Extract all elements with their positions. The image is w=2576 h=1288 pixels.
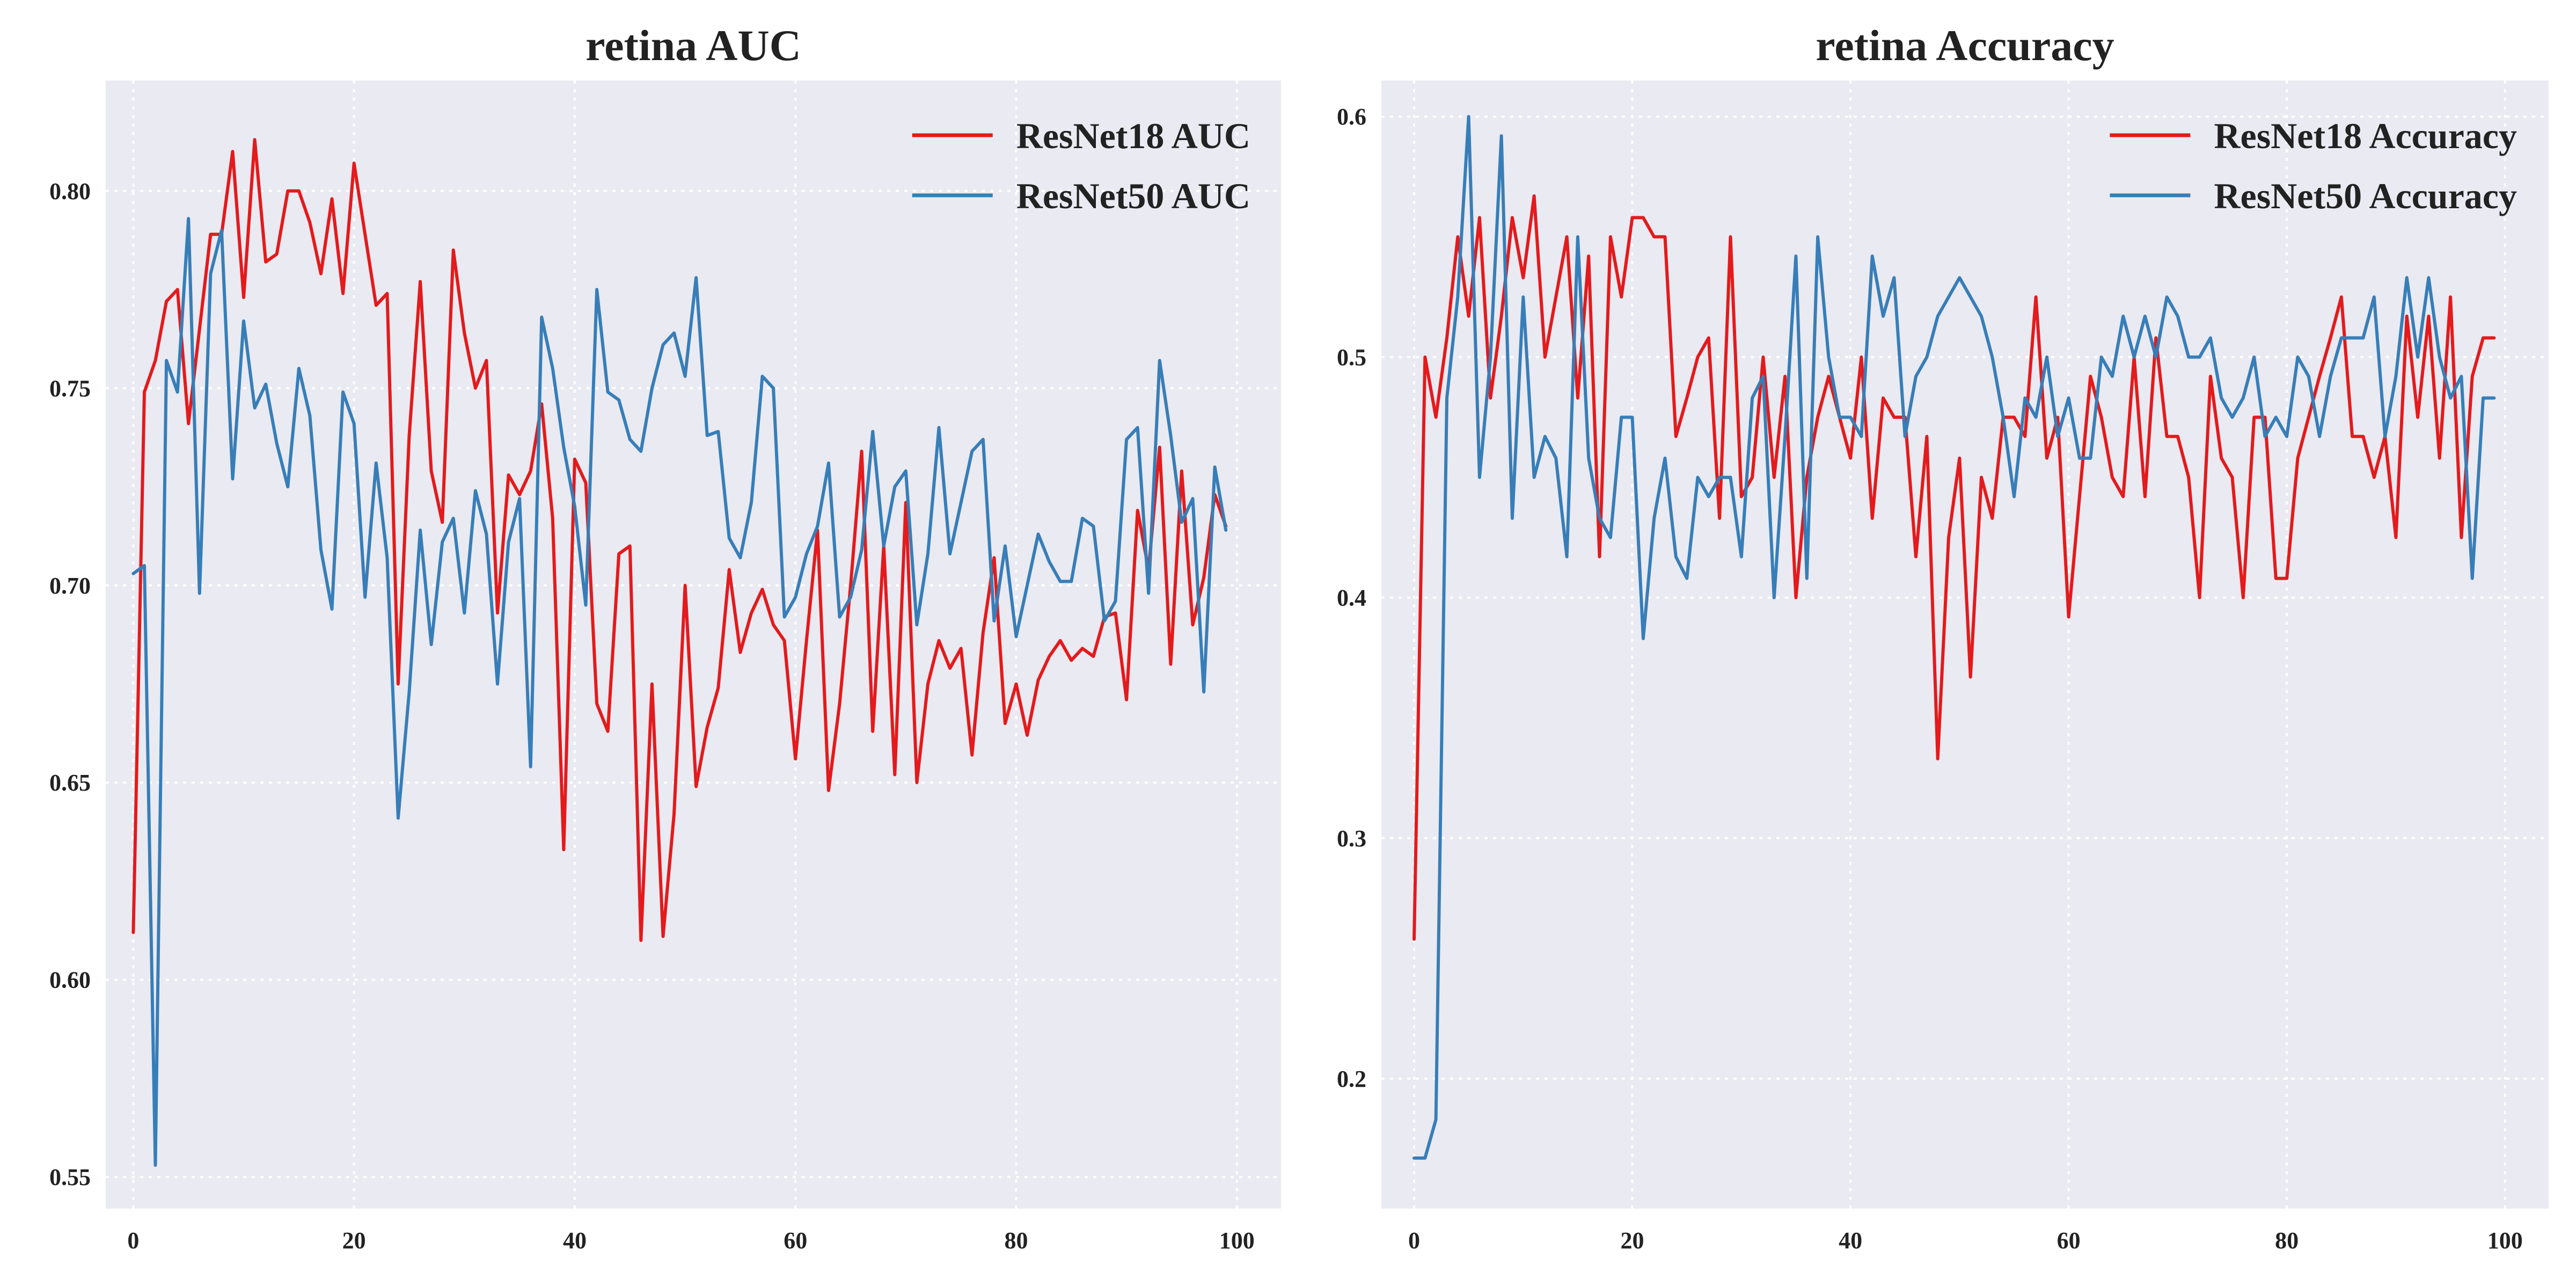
auc-legend: ResNet18 AUC ResNet50 AUC — [912, 115, 1250, 216]
accuracy-y-tick-label: 0.4 — [1337, 585, 1366, 611]
accuracy-y-tick-label: 0.3 — [1337, 825, 1366, 852]
accuracy-plot-area — [1381, 80, 2549, 1209]
accuracy-chart-panel: 0 20 40 60 80 100 0.2 0.3 0.4 0.5 0.6 retina Accura… — [1337, 21, 2549, 1254]
auc-series-line-resnet18 — [131, 138, 1228, 942]
accuracy-chart-title: retina Accuracy — [1816, 21, 2114, 70]
auc-x-tick-label: 80 — [1004, 1227, 1028, 1254]
auc-y-tick-label: 0.55 — [49, 1164, 91, 1190]
accuracy-x-tick-label: 100 — [2487, 1227, 2523, 1254]
accuracy-x-tick-label: 0 — [1408, 1227, 1420, 1254]
accuracy-legend: ResNet18 Accuracy ResNet50 Accuracy — [2110, 115, 2517, 216]
auc-legend-label: ResNet18 AUC — [1016, 115, 1250, 156]
accuracy-y-tick-label: 0.6 — [1337, 104, 1366, 130]
auc-y-tick-label: 0.75 — [49, 375, 91, 401]
auc-y-tick-label: 0.65 — [49, 770, 91, 796]
auc-series-line-resnet50 — [131, 217, 1228, 1167]
accuracy-legend-label: ResNet18 Accuracy — [2214, 115, 2517, 156]
auc-y-tick-label: 0.80 — [49, 178, 91, 204]
auc-y-tick-label: 0.70 — [49, 573, 91, 599]
auc-x-tick-label: 60 — [784, 1227, 807, 1254]
accuracy-series-line-resnet50 — [1413, 115, 2496, 1160]
auc-chart-panel: 0 20 40 60 80 100 0.55 0.60 0.65 0.70 0.75 0.80 reti… — [49, 21, 1281, 1254]
accuracy-x-tick-label: 60 — [2057, 1227, 2081, 1254]
accuracy-series-line-resnet18 — [1413, 194, 2496, 941]
auc-y-tick-label: 0.60 — [49, 967, 91, 993]
accuracy-x-tick-label: 20 — [1621, 1227, 1644, 1254]
accuracy-y-tick-label: 0.2 — [1337, 1066, 1366, 1092]
auc-x-tick-label: 20 — [342, 1227, 366, 1254]
accuracy-legend-label: ResNet50 Accuracy — [2214, 175, 2517, 216]
accuracy-x-tick-label: 40 — [1839, 1227, 1862, 1254]
auc-x-tick-label: 0 — [127, 1227, 139, 1254]
auc-legend-label: ResNet50 AUC — [1016, 175, 1250, 216]
auc-chart-title: retina AUC — [586, 21, 801, 70]
accuracy-x-tick-label: 80 — [2275, 1227, 2299, 1254]
auc-plot-area — [106, 80, 1281, 1209]
auc-x-tick-label: 40 — [563, 1227, 587, 1254]
auc-x-tick-label: 100 — [1219, 1227, 1255, 1254]
accuracy-y-tick-label: 0.5 — [1337, 344, 1366, 370]
